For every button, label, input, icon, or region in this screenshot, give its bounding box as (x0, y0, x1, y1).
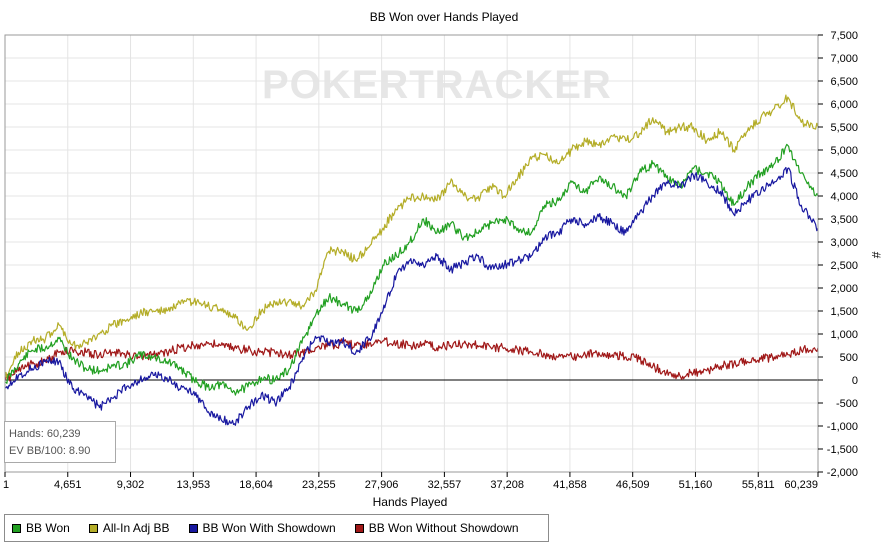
y-tick-label: -1,000 (827, 421, 858, 433)
hands-count: Hands: 60,239 (9, 428, 81, 440)
y-tick-label: 4,000 (830, 191, 858, 203)
legend-label-bb-won: BB Won (26, 521, 70, 535)
legend-swatch-all-in-adj-bb (88, 523, 98, 533)
legend-swatch-bb-won (12, 523, 21, 533)
watermark-logo: POKERTRACKER (262, 63, 612, 107)
legend-swatch-bb-won-with-showdown (188, 523, 198, 533)
x-tick-label: 41,858 (553, 479, 587, 491)
legend-label-bb-won-with-showdown: BB Won With Showdown (202, 521, 336, 535)
chart-title: BB Won over Hands Played (370, 10, 519, 24)
y-tick-label: -500 (836, 398, 858, 410)
x-tick-label: 37,208 (490, 479, 524, 491)
y-tick-label: 500 (840, 352, 858, 364)
legend-label-bb-won-without-showdown: BB Won Without Showdown (368, 521, 519, 535)
x-axis-label: Hands Played (373, 495, 448, 509)
ev-bb-per-100: EV BB/100: 8.90 (9, 445, 91, 457)
legend-swatch-bb-won-without-showdown (354, 523, 364, 533)
legend-label-all-in-adj-bb: All-In Adj BB (102, 521, 170, 535)
x-tick-label: 23,255 (302, 479, 336, 491)
legend-item-bb-won-without-showdown[interactable]: BB Won Without Showdown (354, 521, 519, 535)
x-tick-label: 55,811 (742, 479, 775, 491)
x-tick-label: 46,509 (616, 479, 650, 491)
y-tick-label: 3,500 (830, 214, 858, 226)
y-tick-label: 5,000 (830, 145, 858, 157)
y-tick-label: 2,000 (830, 283, 858, 295)
y-tick-label: 1,000 (830, 329, 858, 341)
legend: BB Won All-In Adj BB BB Won With Showdow… (4, 514, 549, 542)
x-tick-label: 4,651 (54, 479, 82, 491)
x-tick-label: 27,906 (365, 479, 399, 491)
series-line-all-in-adj-bb (4, 94, 819, 379)
x-tick-label: 32,557 (428, 479, 462, 491)
stats-info-box: Hands: 60,239 EV BB/100: 8.90 (4, 421, 116, 463)
x-tick-label: 9,302 (117, 479, 145, 491)
y-tick-label: 7,500 (830, 30, 858, 42)
series-line-bb-won-with-showdown (4, 166, 819, 426)
x-tick-label: 1 (3, 479, 9, 491)
y-tick-label: 3,000 (830, 237, 858, 249)
plot-area (4, 34, 819, 473)
y-tick-label: 6,500 (830, 76, 858, 88)
y-tick-label: -2,000 (827, 467, 858, 479)
y-tick-label: 5,500 (830, 122, 858, 134)
legend-item-all-in-adj-bb[interactable]: All-In Adj BB (88, 521, 170, 535)
y-tick-label: 1,500 (830, 306, 858, 318)
y-tick-label: 2,500 (830, 260, 858, 272)
legend-item-bb-won[interactable]: BB Won (12, 521, 70, 535)
x-tick-label: 18,604 (239, 479, 273, 491)
y-tick-label: -1,500 (827, 444, 858, 456)
y-tick-label: 0 (852, 375, 858, 387)
legend-item-bb-won-with-showdown[interactable]: BB Won With Showdown (188, 521, 336, 535)
y-tick-label: 4,500 (830, 168, 858, 180)
y-tick-label: 6,000 (830, 99, 858, 111)
x-tick-label: 51,160 (679, 479, 713, 491)
series-line-bb-won-without-showdown (4, 337, 819, 382)
x-tick-label: 13,953 (176, 479, 210, 491)
y-tick-label: 7,000 (830, 53, 858, 65)
x-tick-label: 60,239 (784, 479, 818, 491)
y-axis-label: # (869, 252, 883, 259)
